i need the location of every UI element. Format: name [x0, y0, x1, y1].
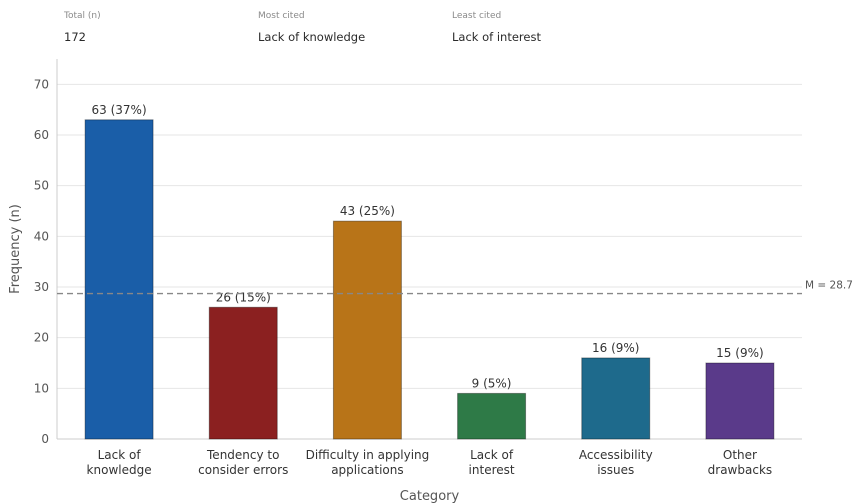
- y-tick-label: 70: [34, 77, 49, 91]
- stat-least-cited-label: Least cited: [452, 11, 502, 21]
- stat-most-cited: Most cited Lack of knowledge: [258, 10, 365, 44]
- y-tick-label: 60: [34, 128, 49, 142]
- bar-data-label: 43 (25%): [340, 204, 395, 218]
- stat-total: Total (n) 172: [64, 10, 101, 44]
- category-label: Lack of: [98, 448, 142, 462]
- y-tick-label: 0: [41, 432, 49, 446]
- y-tick-label: 50: [34, 179, 49, 193]
- y-tick-label: 40: [34, 229, 49, 243]
- stat-most-cited-label: Most cited: [258, 11, 305, 21]
- bar-data-label: 9 (5%): [472, 376, 512, 390]
- y-tick-label: 20: [34, 331, 49, 345]
- stat-least-cited: Least cited Lack of interest: [452, 10, 541, 44]
- bar: [332, 220, 402, 440]
- category-label: Tendency to: [206, 448, 279, 462]
- stat-most-cited-value: Lack of knowledge: [258, 30, 366, 44]
- stat-total-value: 172: [64, 30, 86, 44]
- y-tick-label: 10: [34, 381, 49, 395]
- stat-total-label: Total (n): [64, 11, 101, 21]
- category-label: issues: [597, 463, 634, 477]
- summary-stats: Total (n) 172 Most cited Lack of knowled…: [0, 0, 855, 50]
- bar: [581, 357, 651, 440]
- bar: [84, 119, 154, 440]
- bar: [457, 392, 527, 440]
- x-axis-title: Category: [400, 489, 460, 504]
- bar-data-label: 15 (9%): [716, 346, 763, 360]
- category-label: Lack of: [470, 448, 514, 462]
- category-label: Difficulty in applying: [306, 448, 430, 462]
- stat-least-cited-value: Lack of interest: [452, 30, 541, 44]
- y-tick-label: 30: [34, 280, 49, 294]
- bar: [208, 306, 278, 440]
- bar-data-label: 26 (15%): [216, 290, 271, 304]
- mean-line-label: M = 28.7: [805, 280, 853, 292]
- bar-data-label: 16 (9%): [592, 341, 639, 355]
- category-label: applications: [331, 463, 403, 477]
- bar: [705, 362, 775, 440]
- category-label: drawbacks: [708, 463, 773, 477]
- category-label: interest: [469, 463, 515, 477]
- category-label: consider errors: [198, 463, 288, 477]
- bar-data-label: 63 (37%): [92, 103, 147, 117]
- category-label: Accessibility: [579, 448, 653, 462]
- category-label: knowledge: [87, 463, 152, 477]
- y-axis-title: Frequency (n): [8, 204, 23, 294]
- category-label: Other: [723, 448, 757, 462]
